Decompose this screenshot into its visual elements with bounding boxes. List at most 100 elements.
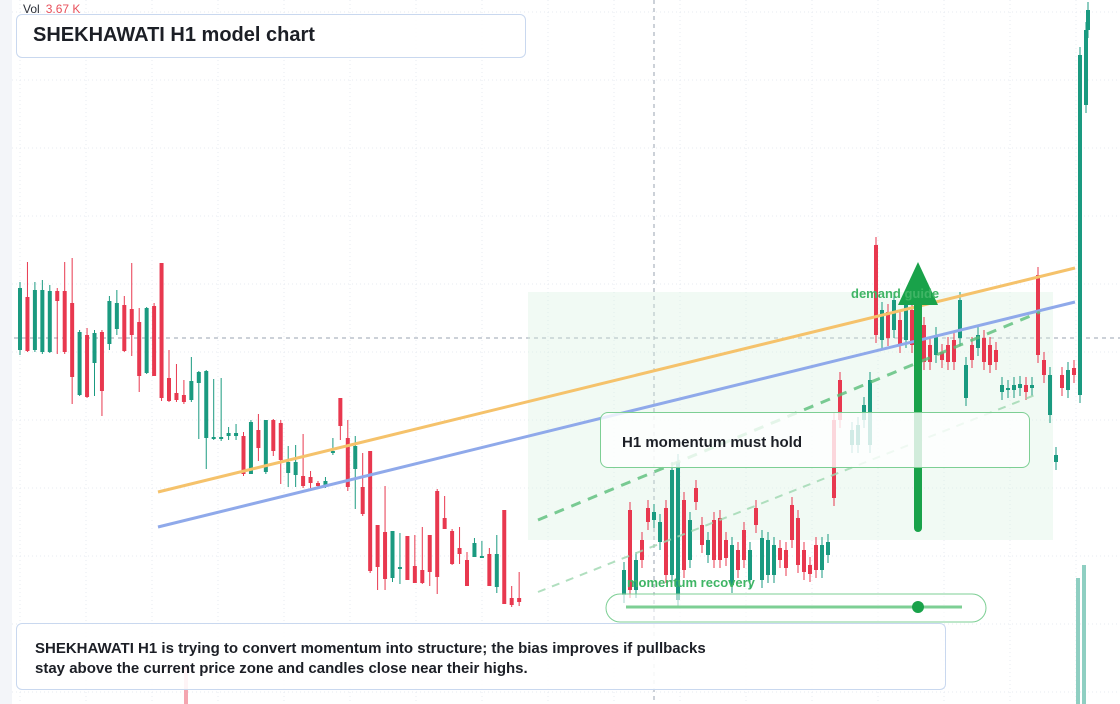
candle-body	[1086, 10, 1090, 30]
candle-body	[487, 554, 492, 586]
candle-body	[658, 522, 662, 542]
up-arrow-head	[898, 262, 938, 305]
candle-body	[736, 550, 740, 570]
candle-body	[412, 566, 417, 583]
candle-body	[694, 488, 698, 502]
candle-body	[278, 423, 283, 460]
candle-body	[1054, 455, 1058, 462]
candle-body	[92, 333, 97, 363]
candle-body	[928, 345, 932, 362]
candle-body	[820, 545, 824, 570]
candle-body	[427, 535, 432, 572]
candle-body	[940, 352, 944, 360]
candle-body	[808, 565, 812, 574]
candle-body	[375, 525, 380, 567]
candle-body	[826, 542, 830, 555]
candle-body	[700, 525, 704, 545]
left-edge	[0, 0, 12, 704]
candle-body	[167, 378, 171, 401]
candle-body	[286, 462, 291, 473]
volume-bar	[1082, 565, 1086, 704]
candle-body	[18, 288, 22, 350]
candle-body	[122, 305, 127, 351]
candle-body	[970, 345, 974, 360]
candle-body	[724, 540, 728, 558]
candle-body	[181, 395, 186, 402]
candle-body	[316, 483, 320, 486]
candle-body	[754, 508, 758, 525]
candle-body	[1000, 385, 1004, 392]
candle-body	[1060, 375, 1064, 388]
candle-body	[748, 550, 752, 580]
candle-body	[457, 548, 462, 554]
candle-body	[368, 451, 373, 571]
candle-body	[397, 567, 402, 569]
candle-body	[892, 300, 896, 330]
volume-bar	[1076, 578, 1080, 704]
candle-body	[958, 300, 962, 338]
volume-label: Vol	[23, 2, 40, 16]
candle-body	[874, 245, 878, 335]
candle-body	[676, 462, 680, 600]
candle-body	[1012, 385, 1016, 390]
candle-body	[99, 332, 104, 391]
candle-body	[174, 393, 179, 400]
candle-body	[790, 505, 794, 540]
candle-body	[688, 520, 692, 560]
candle-body	[405, 536, 410, 580]
candle-body	[494, 554, 499, 587]
candle-body	[308, 477, 313, 483]
candle-body	[77, 332, 82, 395]
callout-text: H1 momentum must hold	[622, 434, 803, 451]
candle-body	[670, 470, 674, 575]
momentum-callout: H1 momentum must hold	[600, 412, 1030, 468]
candle-body	[144, 308, 149, 373]
candle-body	[742, 530, 746, 560]
candle-body	[712, 520, 716, 560]
candle-body	[353, 446, 358, 469]
candle-body	[760, 538, 764, 580]
candle-body	[301, 476, 306, 486]
candle-body	[1066, 370, 1070, 390]
momentum-knob	[912, 601, 924, 613]
candle-body	[646, 508, 650, 522]
candle-body	[784, 550, 788, 568]
candle-body	[988, 345, 992, 365]
candle-body	[360, 487, 365, 514]
volume-value: 3.67 K	[45, 2, 81, 16]
candle-body	[904, 305, 908, 340]
candle-body	[509, 598, 514, 605]
candle-body	[472, 543, 477, 557]
candle-body	[383, 532, 388, 579]
candle-body	[450, 531, 455, 564]
momentum-recovery-label: momentum recovery	[627, 575, 756, 590]
candle-body	[1018, 384, 1022, 388]
demand-guide-label: demand guide	[851, 286, 939, 301]
candle-body	[1084, 30, 1088, 105]
candle-body	[814, 545, 818, 570]
candle-body	[766, 540, 770, 575]
candle-body	[241, 436, 246, 474]
analysis-note: SHEKHAWATI H1 is trying to convert momen…	[16, 623, 946, 690]
note-line-2: stay above the current price zone and ca…	[35, 660, 528, 677]
candle-body	[622, 570, 626, 595]
chart-title-text: SHEKHAWATI H1 model chart	[33, 24, 315, 46]
candle-body	[802, 550, 806, 572]
candle-body	[323, 481, 328, 485]
candle-body	[1078, 55, 1082, 395]
candle-body	[880, 310, 884, 340]
candle-body	[114, 303, 119, 329]
candle-body	[517, 598, 522, 602]
candle-body	[898, 320, 902, 345]
candle-body	[652, 512, 656, 520]
candle-body	[1024, 385, 1028, 392]
candle-body	[248, 422, 253, 474]
candle-body	[40, 290, 45, 352]
candle-body	[1042, 360, 1046, 375]
candle-body	[129, 309, 134, 335]
candle-body	[211, 437, 216, 439]
candle-body	[628, 510, 632, 590]
candle-body	[1006, 388, 1010, 390]
